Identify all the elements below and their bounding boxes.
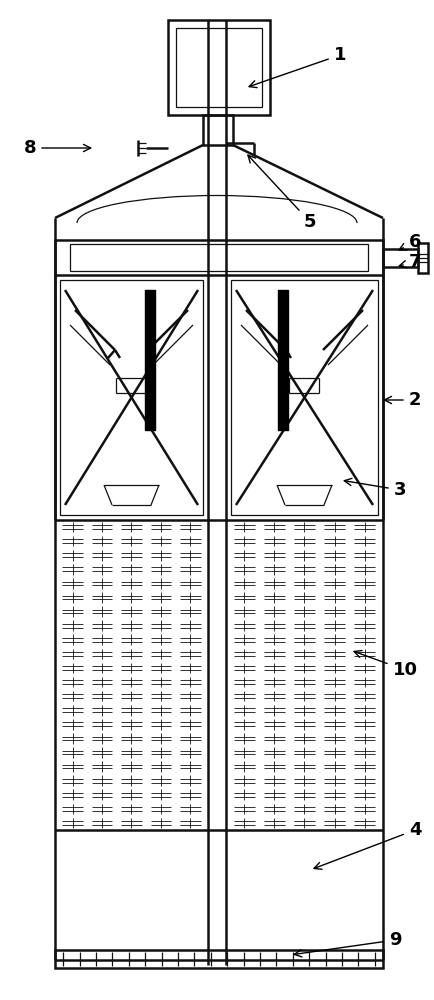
Text: 1: 1 xyxy=(249,46,345,88)
Text: 3: 3 xyxy=(343,478,405,499)
Text: 2: 2 xyxy=(384,391,420,409)
Bar xyxy=(70,244,367,271)
Text: 6: 6 xyxy=(398,233,420,251)
Bar xyxy=(55,240,382,275)
Bar xyxy=(55,950,382,968)
Bar xyxy=(417,242,427,272)
Text: 10: 10 xyxy=(353,651,417,679)
Bar xyxy=(230,280,377,515)
Bar xyxy=(60,280,203,515)
Bar xyxy=(203,115,233,145)
Text: 5: 5 xyxy=(247,155,316,231)
Text: 7: 7 xyxy=(398,253,420,271)
Text: 8: 8 xyxy=(23,139,90,157)
Bar xyxy=(168,20,270,115)
Text: 9: 9 xyxy=(294,931,400,957)
Bar xyxy=(176,28,261,107)
Text: 4: 4 xyxy=(313,821,420,869)
Bar xyxy=(382,248,417,266)
